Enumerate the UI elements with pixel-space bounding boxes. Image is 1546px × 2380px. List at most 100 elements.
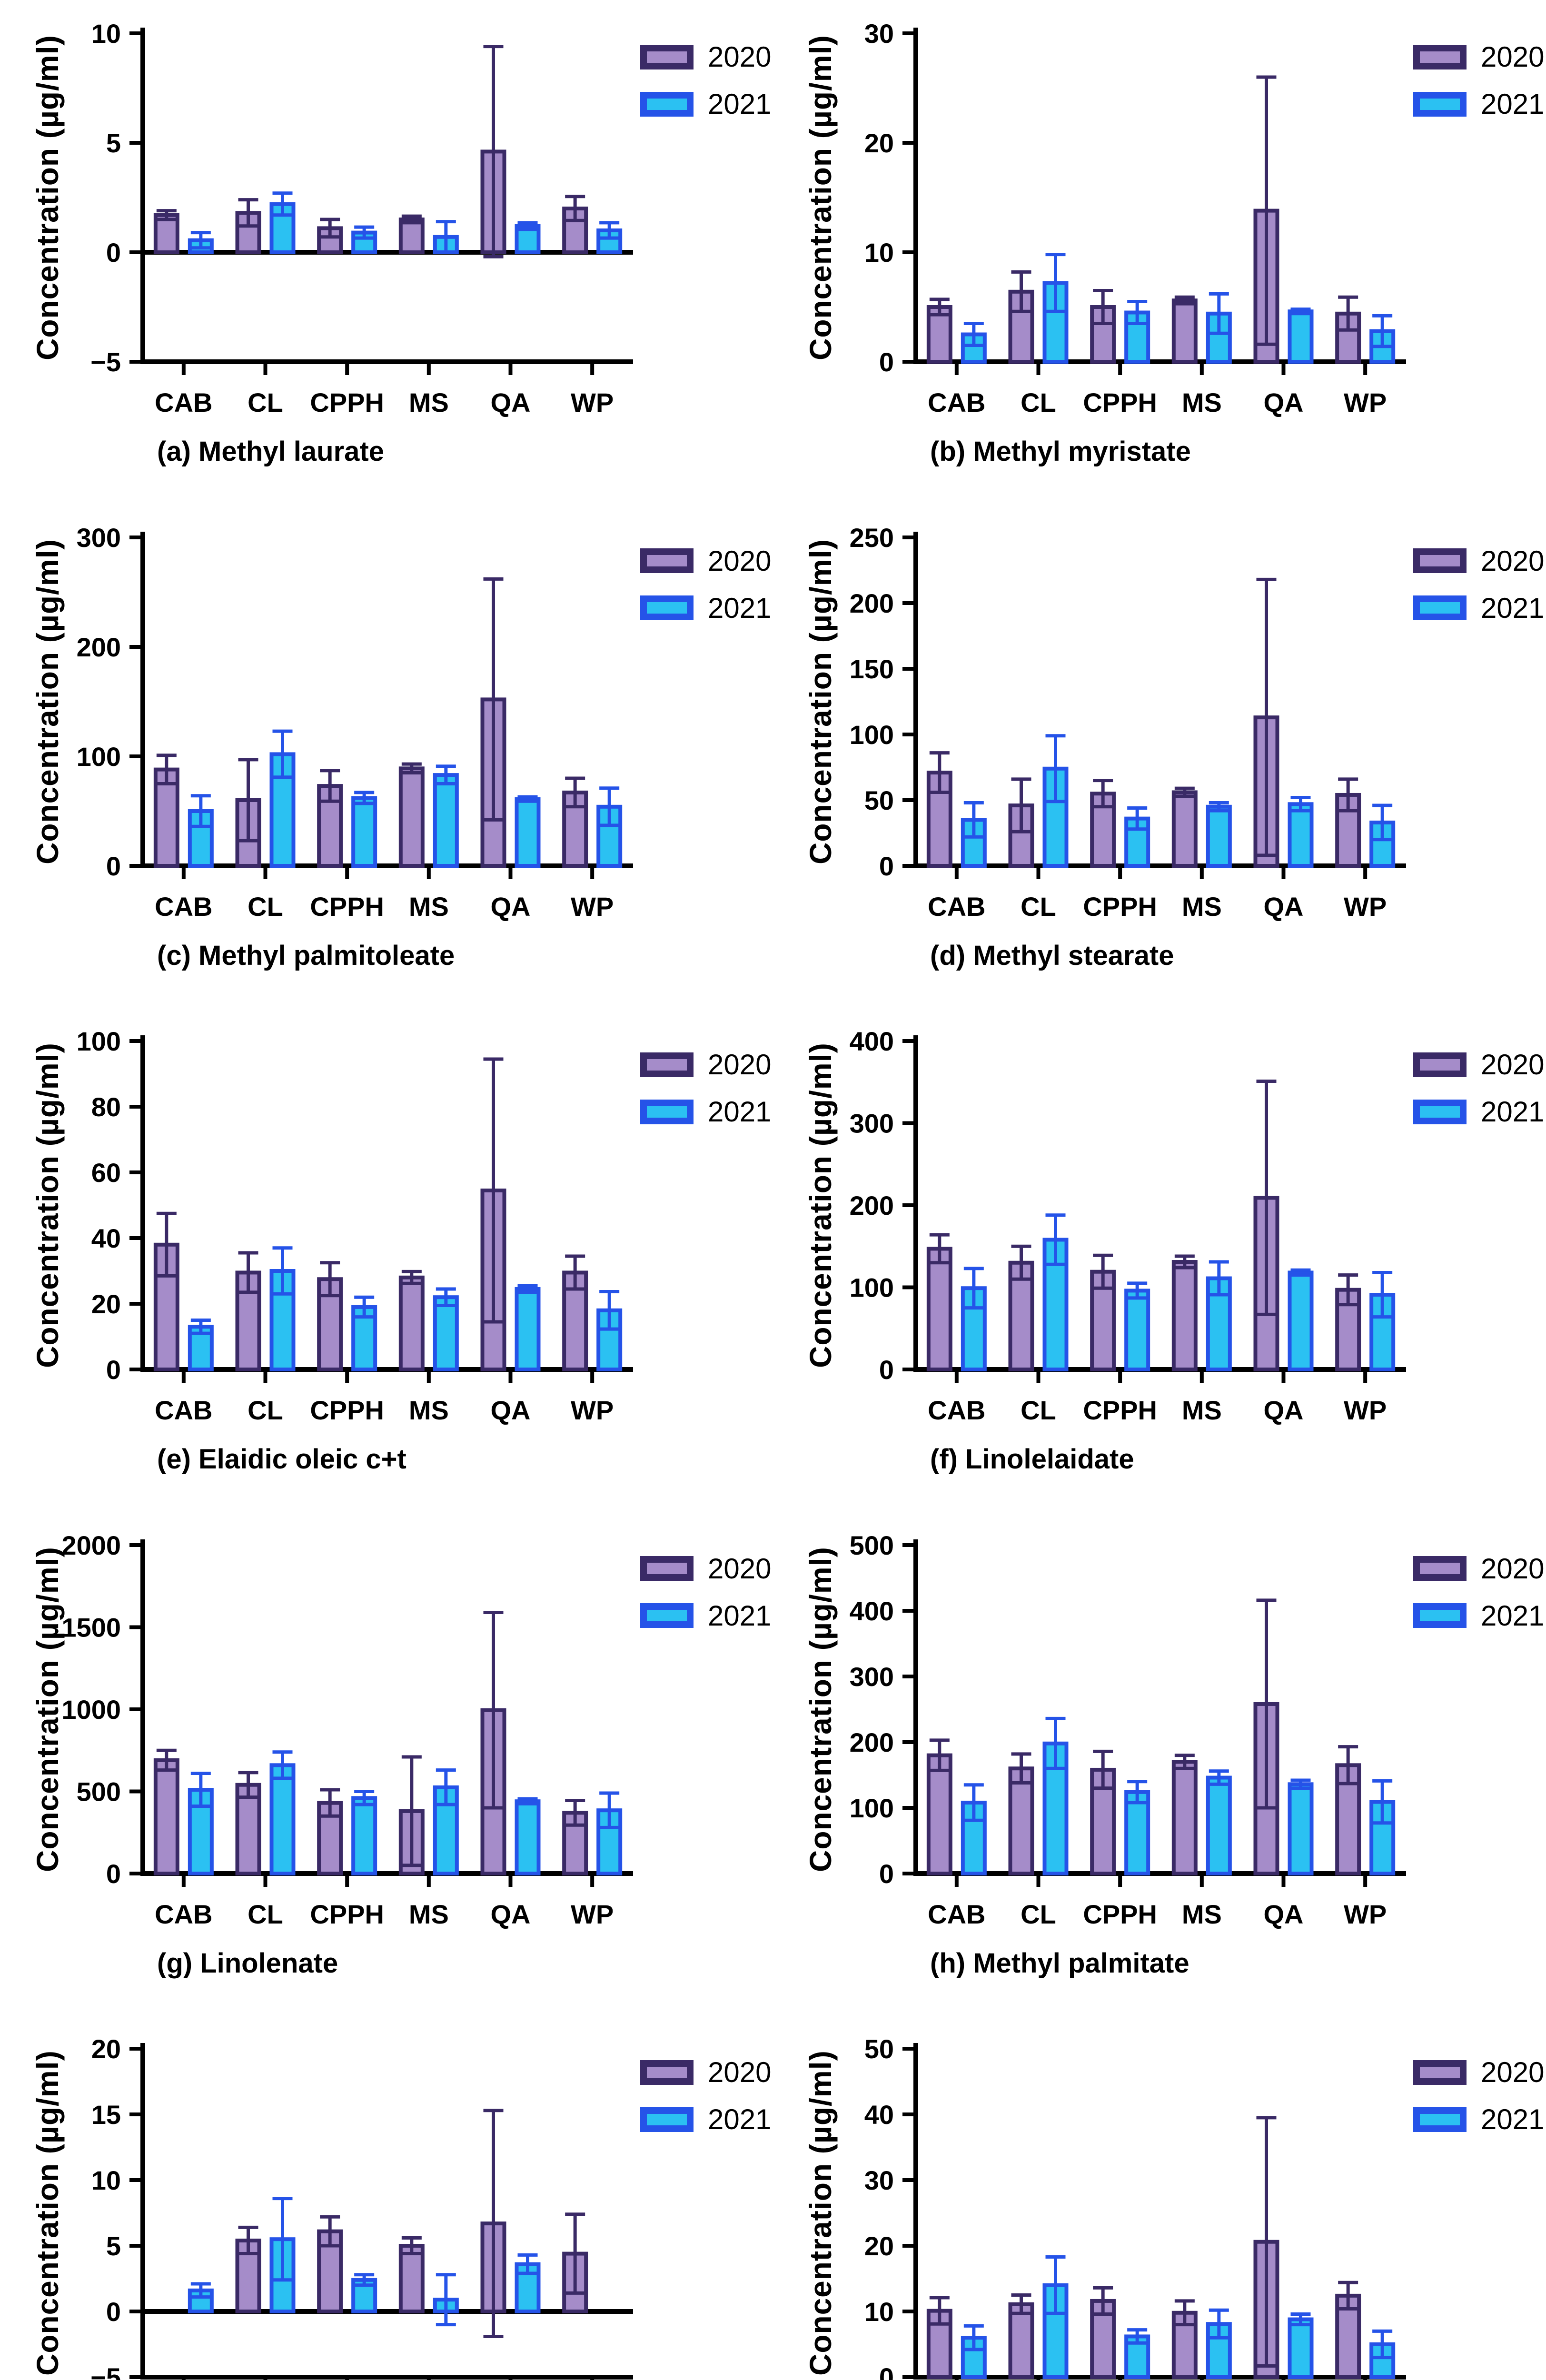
chart-svg: −5 0 5 10 CAB CL CPPH MS QA WP (90, 19, 633, 417)
error-bar-2021-QA (1290, 307, 1311, 316)
error-bar-2020-CAB (929, 298, 950, 317)
chart-caption: (d) Methyl stearate (930, 940, 1174, 971)
bar-2021-QA (515, 1799, 541, 1875)
error-bar-2020-MS (401, 1270, 422, 1285)
y-tick-label: 2000 (61, 1530, 121, 1560)
error-bar-2021-CPPH (1127, 2328, 1148, 2345)
bar-2021-QA (1288, 1782, 1314, 1875)
legend-row-2021: 2021 (1413, 592, 1544, 625)
bar-2020-MS (1171, 298, 1198, 364)
legend-label-2021: 2021 (1481, 592, 1545, 624)
bar-2021-MS (1206, 1775, 1232, 1875)
x-category-label: QA (1264, 1899, 1304, 1929)
y-tick-label: 40 (864, 2100, 894, 2130)
error-bar-2021-QA (517, 2253, 538, 2275)
bar-2020-CAB (153, 1758, 179, 1875)
legend-label-2020: 2020 (708, 1552, 772, 1585)
x-category-label: CPPH (310, 892, 384, 922)
x-category-label: MS (1182, 1395, 1222, 1425)
legend-row-2020: 2020 (1413, 2056, 1544, 2089)
error-bar-2021-MS (1209, 1260, 1229, 1297)
x-category-label: QA (1264, 892, 1304, 922)
error-bar-2020-MS (401, 2236, 422, 2256)
legend-swatch-2021 (640, 595, 694, 621)
legend-swatch-2021 (1413, 1099, 1467, 1124)
error-bar-2021-WP (1372, 314, 1393, 348)
error-bar-2021-CPPH (1127, 1780, 1148, 1805)
bar-2021-MS (1206, 804, 1232, 868)
chart-caption: (a) Methyl laurate (157, 436, 384, 467)
chart-svg: 0 10 20 30 CAB CL CPPH MS QA WP (864, 19, 1406, 417)
error-bar-2020-CPPH (1093, 289, 1113, 325)
y-tick-label: 200 (850, 1727, 894, 1757)
legend-swatch-2020 (640, 1556, 694, 1581)
legend-swatch-2020 (1413, 1556, 1467, 1581)
x-category-label: QA (491, 892, 531, 922)
x-category-label: CL (1021, 1899, 1056, 1929)
bar-2021-CL (269, 1763, 296, 1875)
x-category-label: MS (409, 1899, 449, 1929)
legend-row-2020: 2020 (640, 1552, 771, 1585)
legend-label-2021: 2021 (708, 1096, 772, 1128)
legend-swatch-2021 (640, 1099, 694, 1124)
legend: 2020 2021 (1413, 1048, 1544, 1142)
x-category-label: MS (1182, 892, 1222, 922)
x-category-label: CPPH (1083, 387, 1157, 417)
legend-label-2020: 2020 (708, 2056, 772, 2089)
y-tick-label: 20 (864, 2231, 894, 2261)
error-bar-2020-CAB (929, 2296, 950, 2326)
error-bar-2021-WP (599, 221, 620, 240)
error-bar-2021-MS (436, 1768, 456, 1806)
error-bar-2020-CPPH (1093, 1749, 1113, 1790)
error-bar-2021-CL (1045, 2255, 1066, 2316)
error-bar-2020-CAB (156, 1211, 177, 1278)
error-bar-2020-CL (1011, 270, 1031, 313)
legend-swatch-2020 (640, 1052, 694, 1077)
error-bar-2021-MS (436, 764, 456, 785)
error-bar-2020-WP (1338, 777, 1358, 813)
x-category-label: CL (1021, 892, 1056, 922)
legend-row-2021: 2021 (1413, 1599, 1544, 1632)
error-bar-2020-MS (401, 1755, 422, 1867)
error-bar-2021-CL (1045, 253, 1066, 313)
legend-row-2021: 2021 (1413, 88, 1544, 120)
error-bar-2021-CAB (190, 231, 211, 250)
error-bar-2021-QA (1290, 1268, 1311, 1277)
y-tick-label: 300 (77, 523, 121, 553)
y-tick-label: 200 (850, 588, 894, 618)
y-tick-label: 0 (106, 1859, 121, 1889)
error-bar-2020-CPPH (320, 1788, 340, 1818)
y-tick-label: 500 (850, 1530, 894, 1560)
chart-caption: (b) Methyl myristate (930, 436, 1191, 467)
x-category-label: WP (571, 892, 614, 922)
bar-2021-CPPH (1124, 1790, 1150, 1875)
chart-cell-i: Concentration (µg/ml) −505101520CABCLCPP… (0, 2015, 773, 2380)
error-bar-2021-CPPH (1127, 300, 1148, 325)
legend-swatch-2020 (640, 2060, 694, 2085)
legend: 2020 2021 (1413, 545, 1544, 639)
y-tick-label: 400 (850, 1596, 894, 1626)
x-category-label: QA (1264, 387, 1304, 417)
error-bar-2021-QA (517, 1797, 538, 1805)
y-tick-label: 20 (91, 2034, 121, 2064)
y-tick-label: 60 (91, 1158, 121, 1188)
error-bar-2021-CAB (190, 1319, 211, 1335)
y-tick-label: 0 (879, 347, 894, 377)
y-tick-label: 0 (106, 1355, 121, 1385)
legend-label-2021: 2021 (708, 88, 772, 120)
error-bar-2021-MS (1209, 292, 1229, 335)
chart-cell-d: Concentration (µg/ml) 0 50 100 150 200 250 CAB… (773, 504, 1546, 1008)
y-tick-label: 100 (850, 1273, 894, 1303)
error-bar-2021-QA (517, 795, 538, 803)
chart-svg: 01020304050CABCLCPPHMSQAWP (864, 2034, 1406, 2380)
error-bar-2021-CPPH (354, 1295, 375, 1319)
y-tick-label: 15 (91, 2100, 121, 2130)
error-bar-2021-CL (272, 1750, 293, 1780)
chart-cell-g: Concentration (µg/ml) 0 500 1000 1500 2000 CA… (0, 1512, 773, 2015)
legend-label-2020: 2020 (1481, 1552, 1545, 1585)
legend-label-2021: 2021 (1481, 2103, 1545, 2136)
error-bar-2020-QA (483, 577, 504, 822)
y-tick-label: 0 (879, 1859, 894, 1889)
legend-row-2021: 2021 (1413, 2103, 1544, 2136)
legend-row-2021: 2021 (1413, 1095, 1544, 1128)
